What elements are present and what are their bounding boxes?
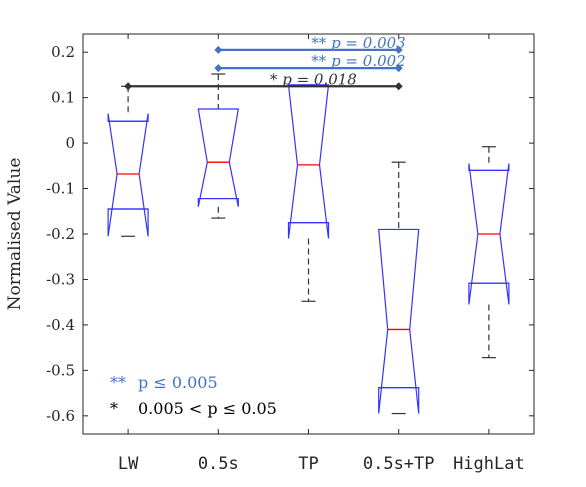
x-tick-label: 0.5s+TP — [363, 454, 435, 474]
y-axis-label: Normalised Value — [5, 158, 25, 311]
y-tick-label: -0.4 — [46, 316, 75, 334]
x-axis-ticks: LW 0.5s TP 0.5s+TP HighLat — [118, 34, 525, 474]
x-tick-label: 0.5s — [198, 454, 239, 474]
y-axis-ticks: 0.2 0.1 0 -0.1 -0.2 -0.3 -0.4 -0.5 -0.6 — [46, 43, 534, 425]
significance-marker-text: * — [270, 70, 282, 88]
y-tick-label: -0.3 — [46, 270, 75, 288]
plot-area — [82, 33, 535, 435]
significance-marker-text: ** — [311, 34, 331, 52]
significance-marker — [394, 45, 403, 54]
significance-marker — [394, 82, 403, 91]
significance-marker — [214, 45, 223, 54]
y-tick-label: -0.1 — [46, 180, 75, 198]
significance-marker-text: ** — [311, 52, 331, 70]
legend-marker: * — [110, 399, 118, 418]
y-tick-label: 0 — [65, 134, 75, 152]
significance-marker — [214, 64, 223, 73]
legend: ** p ≤ 0.005 * 0.005 < p ≤ 0.05 — [110, 373, 277, 418]
box-group — [107, 73, 510, 415]
x-tick-label: LW — [118, 454, 139, 474]
legend-marker: ** — [110, 373, 126, 392]
significance-label: ** p = 0.003 — [311, 34, 405, 52]
y-tick-label: 0.1 — [51, 89, 75, 107]
x-tick-label: TP — [298, 454, 318, 474]
significance-p-text: p = 0.018 — [282, 70, 357, 88]
legend-text: 0.005 < p ≤ 0.05 — [138, 399, 277, 418]
y-tick-label: -0.2 — [46, 225, 75, 243]
significance-p-text: p = 0.002 — [331, 52, 406, 70]
significance-p-text: p = 0.003 — [331, 34, 406, 52]
y-tick-label: -0.6 — [46, 407, 75, 425]
y-tick-label: -0.5 — [46, 361, 75, 379]
y-tick-label: 0.2 — [51, 43, 75, 61]
significance-label: * p = 0.018 — [270, 70, 357, 88]
legend-text: p ≤ 0.005 — [138, 373, 218, 392]
x-tick-label: HighLat — [453, 454, 525, 474]
significance-group: ** p = 0.003** p = 0.002* p = 0.018 — [124, 34, 406, 91]
significance-label: ** p = 0.002 — [311, 52, 405, 70]
significance-marker — [124, 82, 133, 91]
significance-marker — [394, 64, 403, 73]
